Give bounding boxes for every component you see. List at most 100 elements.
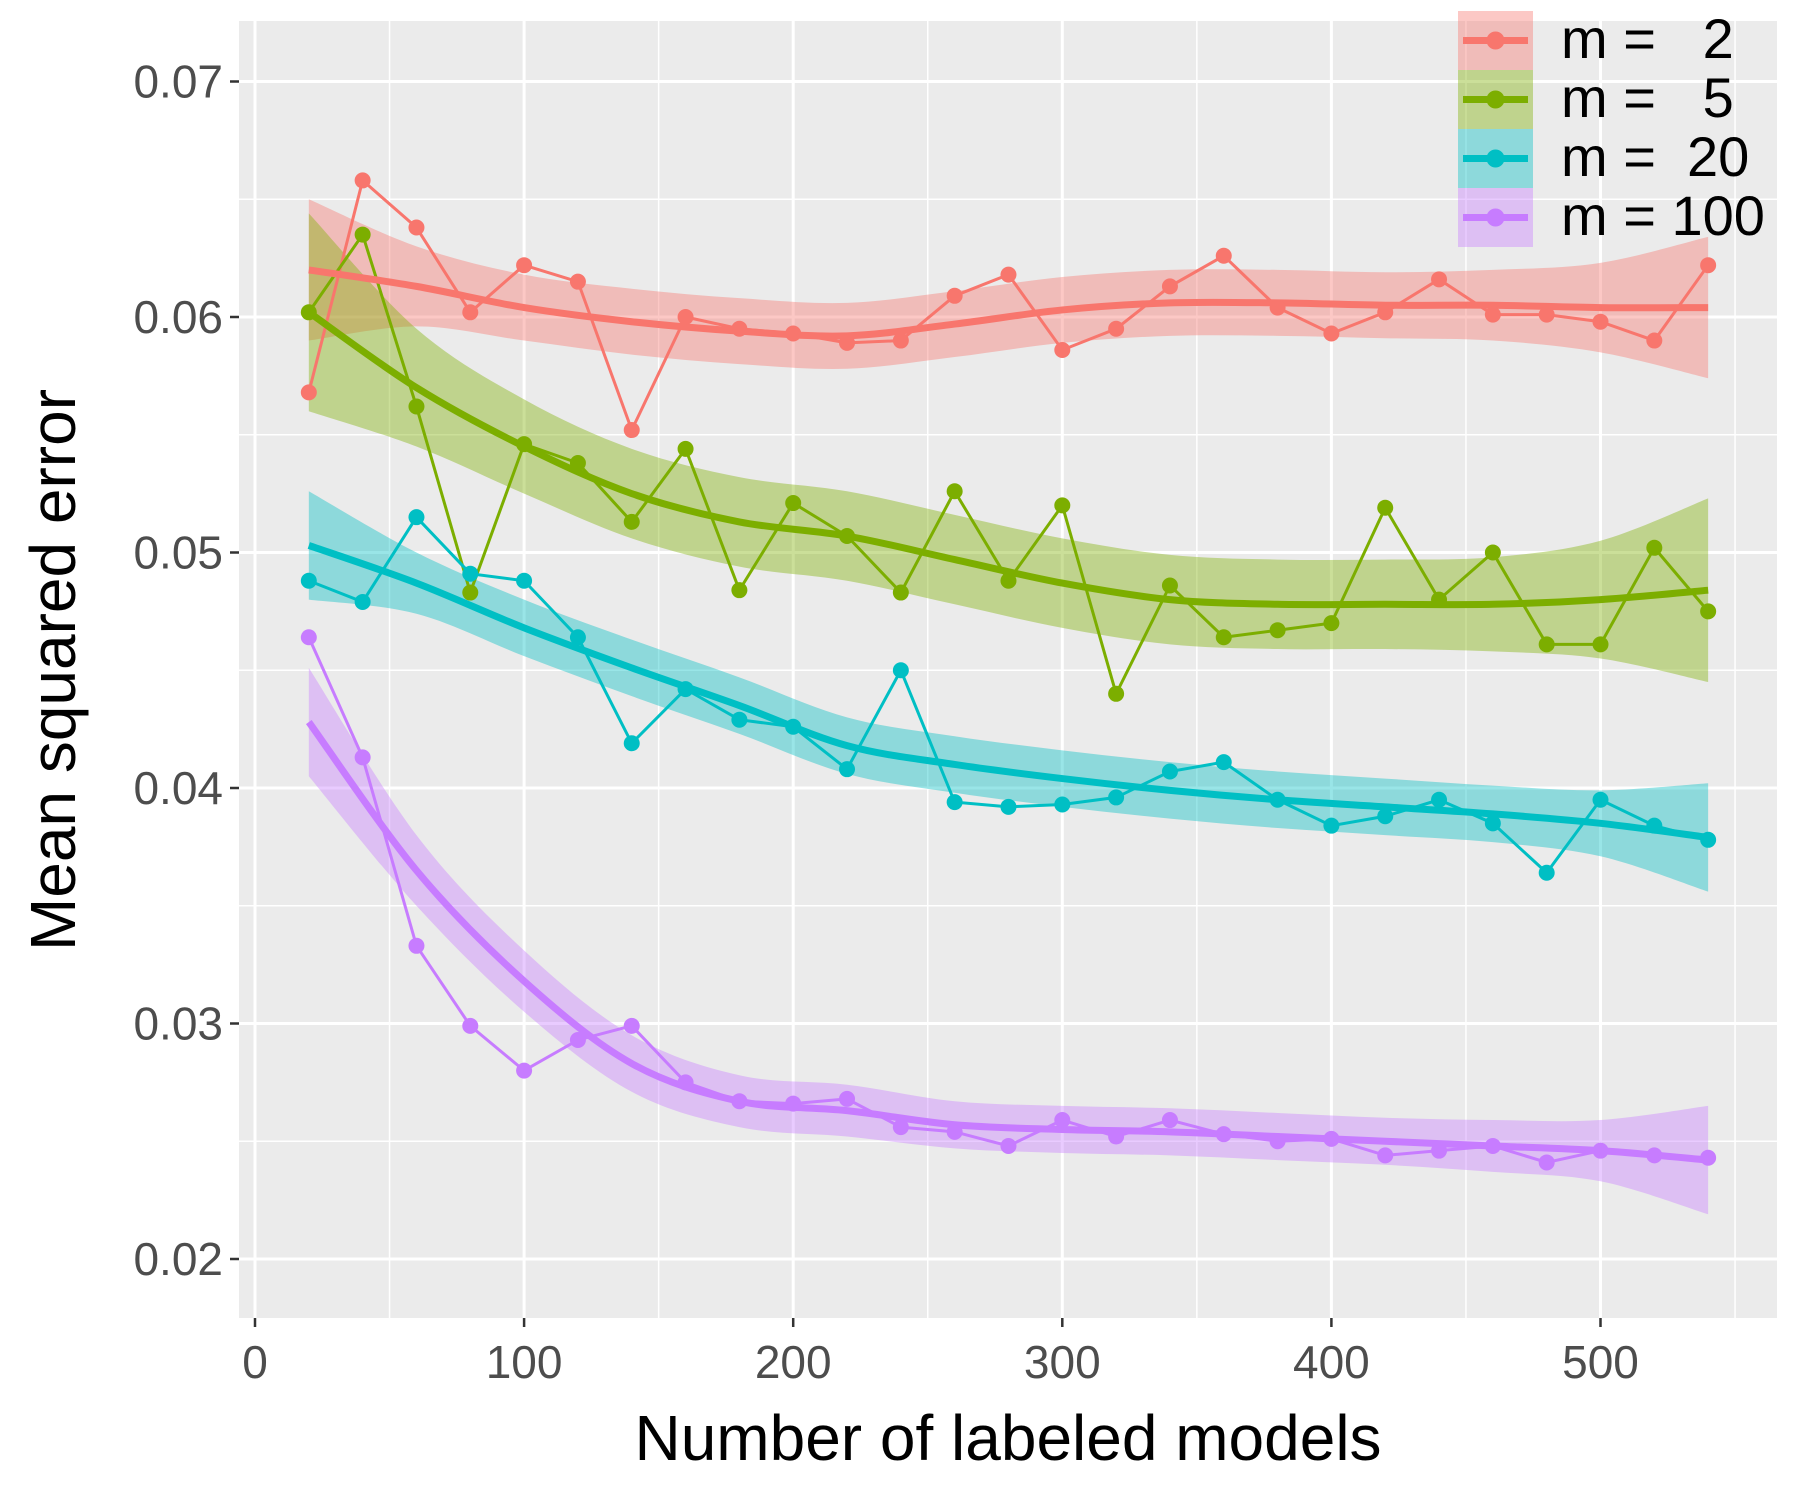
data-point [623, 422, 640, 439]
data-point [731, 320, 748, 337]
data-point [731, 582, 748, 599]
data-point [1269, 791, 1286, 808]
data-point [408, 509, 425, 526]
data-point [785, 325, 802, 342]
data-point [354, 749, 371, 766]
data-points [300, 172, 1717, 1171]
data-point [785, 495, 802, 512]
data-point [354, 172, 371, 189]
smooth-fit-2 [307, 542, 1709, 841]
data-point [462, 1017, 479, 1034]
data-point [1161, 1112, 1178, 1129]
legend-key-point [1486, 31, 1505, 50]
data-point [1161, 577, 1178, 594]
data-point [1700, 1149, 1717, 1166]
x-tick-label: 500 [1562, 1336, 1639, 1388]
data-point [1646, 539, 1663, 556]
data-point [408, 937, 425, 954]
data-point [1431, 1142, 1448, 1159]
legend-label: m = 5 [1561, 66, 1734, 129]
legend-key-point [1486, 149, 1505, 168]
data-point [1646, 1147, 1663, 1164]
y-tick-label: 0.07 [133, 56, 223, 108]
data-point [1054, 341, 1071, 358]
data-point [1538, 864, 1555, 881]
data-point [1700, 831, 1717, 848]
data-point [569, 1031, 586, 1048]
data-point [731, 711, 748, 728]
data-point [1592, 1142, 1609, 1159]
data-point [1108, 1128, 1125, 1145]
data-point [1700, 257, 1717, 274]
smooth-fit-3 [305, 720, 1709, 1164]
data-point [623, 1017, 640, 1034]
data-point [1592, 313, 1609, 330]
data-point [1215, 754, 1232, 771]
data-point [1323, 817, 1340, 834]
x-tick-label: 400 [1293, 1336, 1370, 1388]
data-point [516, 572, 533, 589]
data-point [516, 1062, 533, 1079]
data-point [892, 584, 909, 601]
confidence-band-0 [308, 199, 1709, 379]
legend-key-point [1486, 208, 1505, 227]
data-point [300, 629, 317, 646]
data-point [677, 309, 694, 325]
data-point [1592, 791, 1609, 808]
data-point [839, 1090, 856, 1107]
data-point [1000, 1137, 1017, 1154]
legend-label: m = 2 [1561, 7, 1734, 70]
data-point [1000, 266, 1017, 283]
data-point [1161, 278, 1178, 295]
data-point [623, 513, 640, 530]
data-point [569, 273, 586, 290]
data-point [1538, 1154, 1555, 1171]
data-point [516, 436, 533, 453]
axes: 0 100 200 300 400 500 0.02 0.03 0.04 0.05 0.06 0.07 [133, 56, 1638, 1389]
legend-label: m = 100 [1561, 184, 1765, 247]
data-point [1484, 306, 1501, 323]
data-point [623, 735, 640, 752]
data-point [1054, 1112, 1071, 1129]
data-point [892, 332, 909, 349]
data-point [946, 483, 963, 500]
data-point [1054, 796, 1071, 813]
data-point [1431, 591, 1448, 608]
data-point [946, 794, 963, 811]
data-point [1215, 1126, 1232, 1143]
data-point [1108, 320, 1125, 337]
smooth-fit-0 [308, 266, 1709, 340]
data-point [569, 455, 586, 472]
x-tick-label: 200 [755, 1336, 832, 1388]
legend: m = 2m = 5m = 20m = 100 [1458, 7, 1765, 247]
data-point [354, 226, 371, 243]
data-point [1377, 1147, 1394, 1164]
y-tick-label: 0.06 [133, 291, 223, 343]
data-point [1269, 622, 1286, 639]
data-point [946, 1123, 963, 1140]
data-point [1215, 247, 1232, 264]
data-point [1538, 306, 1555, 323]
data-point [300, 572, 317, 589]
data-point [462, 584, 479, 601]
x-tick-label: 100 [486, 1336, 563, 1388]
data-point [354, 593, 371, 610]
data-point [731, 1093, 748, 1110]
y-tick-label: 0.03 [133, 998, 223, 1050]
data-point [1269, 1133, 1286, 1150]
data-point [1054, 497, 1071, 514]
data-point [1377, 499, 1394, 516]
data-point [1646, 817, 1663, 834]
data-point [1000, 572, 1017, 589]
data-point [569, 629, 586, 646]
data-point [462, 304, 479, 321]
data-point [1700, 603, 1717, 620]
data-point [1269, 299, 1286, 316]
x-axis-title: Number of labeled models [634, 1402, 1381, 1474]
data-point [839, 334, 856, 351]
data-point [516, 257, 533, 274]
data-point [1377, 304, 1394, 321]
data-point [1323, 325, 1340, 342]
y-tick-label: 0.05 [133, 527, 223, 579]
